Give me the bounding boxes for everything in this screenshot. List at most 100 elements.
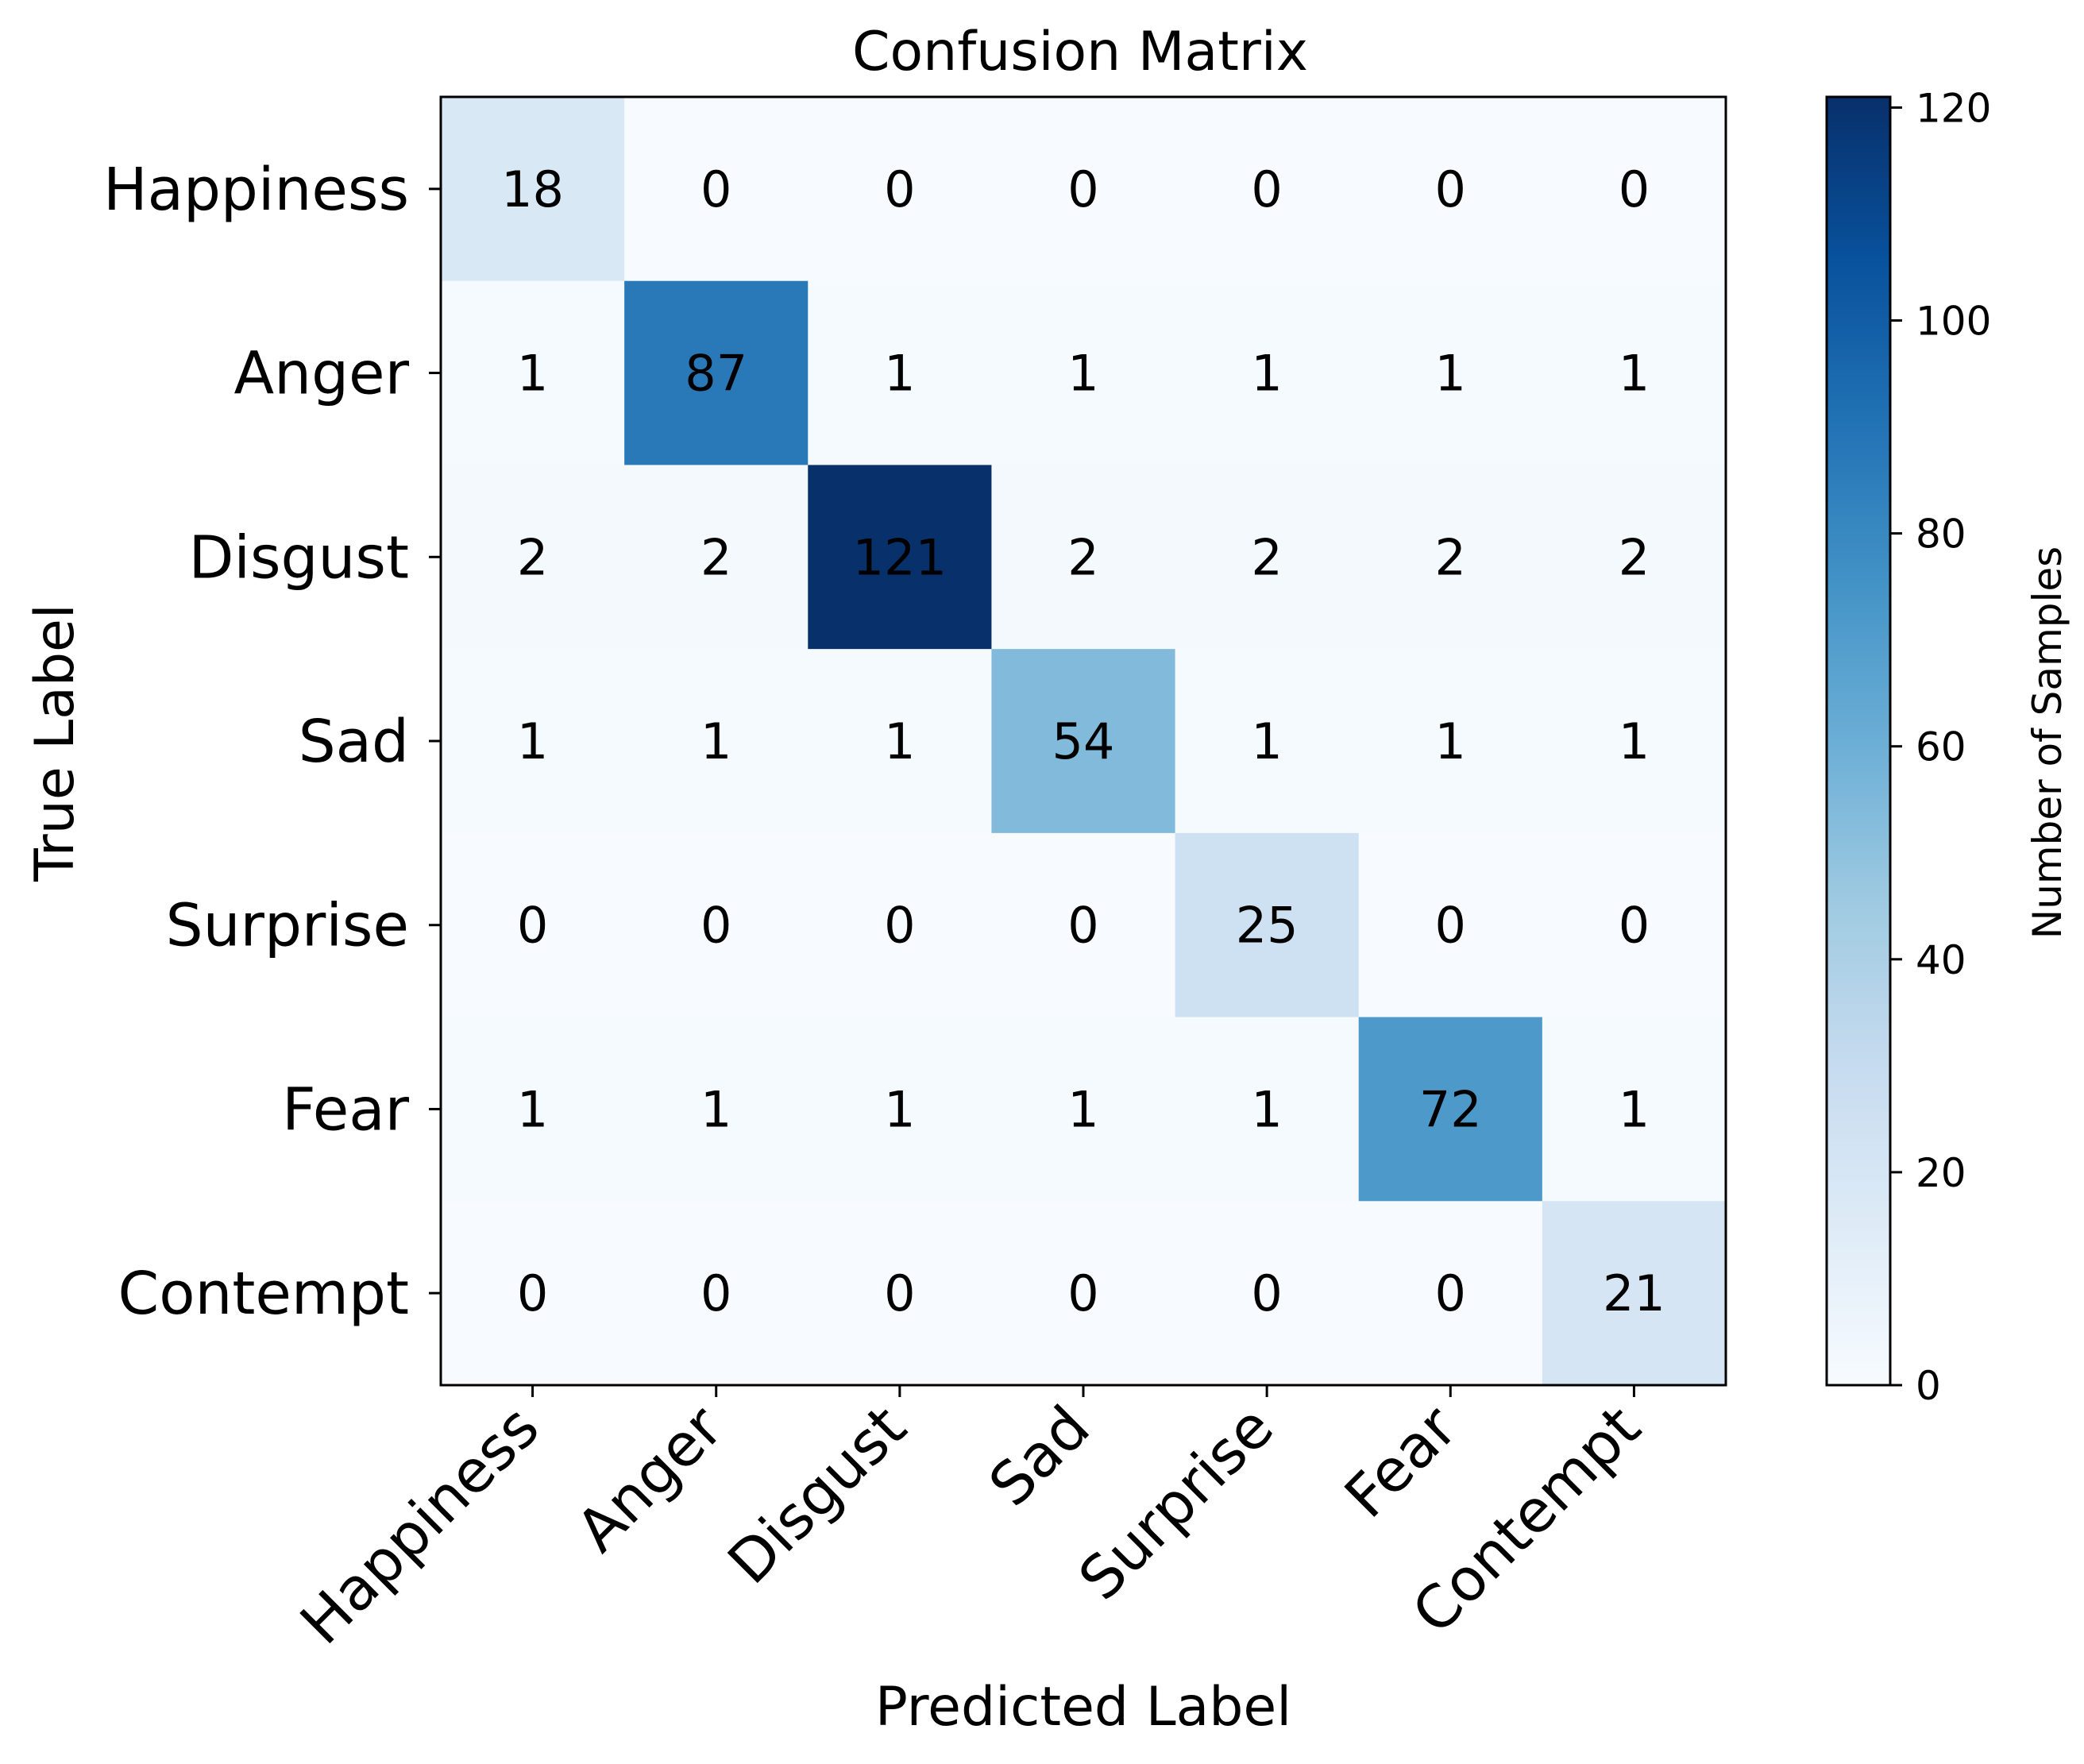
colorbar-tick-label: 0 bbox=[1916, 1363, 1941, 1409]
heatmap-cell bbox=[1175, 465, 1360, 650]
heatmap-cell bbox=[441, 649, 625, 834]
cell-value-label: 54 bbox=[1052, 712, 1115, 770]
x-tick-label: Happiness bbox=[288, 1393, 552, 1658]
heatmap-cell bbox=[624, 1201, 809, 1386]
cell-value-label: 0 bbox=[517, 897, 548, 955]
cell-value-label: 0 bbox=[1435, 897, 1466, 955]
cell-value-label: 0 bbox=[700, 160, 731, 218]
heatmap-cell bbox=[441, 465, 625, 650]
cell-value-label: 0 bbox=[884, 160, 915, 218]
x-tick-label: Surprise bbox=[1066, 1393, 1286, 1613]
y-tick-label: Anger bbox=[234, 340, 410, 408]
cell-value-label: 0 bbox=[884, 1264, 915, 1322]
y-tick-label: Contempt bbox=[118, 1260, 409, 1328]
heatmap-cell bbox=[991, 832, 1176, 1018]
cell-value-label: 87 bbox=[685, 345, 747, 403]
cell-value-label: 18 bbox=[501, 160, 564, 218]
heatmap-cell bbox=[808, 832, 993, 1018]
heatmap-cell bbox=[624, 832, 809, 1018]
heatmap-cell bbox=[808, 465, 993, 650]
colorbar-tick-label: 40 bbox=[1916, 937, 1966, 983]
heatmap-cell bbox=[991, 465, 1176, 650]
cell-value-label: 2 bbox=[517, 528, 548, 586]
heatmap-cell bbox=[1358, 649, 1543, 834]
cell-value-label: 0 bbox=[1435, 1264, 1466, 1322]
cell-value-label: 1 bbox=[884, 1080, 915, 1138]
cell-value-label: 1 bbox=[700, 712, 731, 770]
chart-title: Confusion Matrix bbox=[852, 21, 1308, 83]
heatmap-cell bbox=[1175, 649, 1360, 834]
heatmap-cell bbox=[624, 280, 809, 466]
heatmap-cell bbox=[624, 97, 809, 282]
x-tick-label: Sad bbox=[976, 1393, 1102, 1519]
cell-value-label: 1 bbox=[517, 712, 548, 770]
cell-value-label: 0 bbox=[884, 897, 915, 955]
heatmap-cell bbox=[624, 1017, 809, 1202]
heatmap-cell bbox=[1542, 649, 1727, 834]
cell-value-label: 1 bbox=[1619, 712, 1650, 770]
cell-value-label: 25 bbox=[1236, 897, 1299, 955]
cell-value-label: 1 bbox=[884, 712, 915, 770]
cell-value-label: 1 bbox=[700, 1080, 731, 1138]
colorbar-tick-label: 60 bbox=[1916, 724, 1966, 770]
colorbar-tick-label: 120 bbox=[1916, 85, 1991, 131]
cell-value-label: 0 bbox=[1251, 160, 1282, 218]
heatmap-cell bbox=[1175, 280, 1360, 466]
y-tick-label: Happiness bbox=[103, 156, 409, 224]
cell-value-label: 1 bbox=[1619, 345, 1650, 403]
heatmap-cell bbox=[1542, 465, 1727, 650]
cell-value-label: 1 bbox=[517, 1080, 548, 1138]
heatmap-cell bbox=[1175, 1201, 1360, 1386]
y-axis-label: True Label bbox=[24, 604, 87, 882]
y-tick-label: Fear bbox=[282, 1075, 409, 1144]
cell-value-label: 1 bbox=[1619, 1080, 1650, 1138]
y-axis-ticks: Happiness Anger Disgust Sad Surprise Fear Cont… bbox=[103, 156, 441, 1328]
colorbar bbox=[1825, 95, 1892, 1387]
cell-value-label: 0 bbox=[1251, 1264, 1282, 1322]
cell-value-label: 0 bbox=[517, 1264, 548, 1322]
cell-value-label: 0 bbox=[1067, 160, 1098, 218]
heatmap-cell bbox=[808, 280, 993, 466]
heatmap-cell bbox=[624, 465, 809, 650]
cell-value-label: 0 bbox=[1619, 897, 1650, 955]
cell-value-label: 2 bbox=[1251, 528, 1282, 586]
heatmap-cell bbox=[1175, 1017, 1360, 1202]
x-tick-label: Fear bbox=[1332, 1393, 1470, 1531]
heatmap-cell bbox=[991, 1017, 1176, 1202]
y-tick-label: Sad bbox=[299, 708, 409, 776]
heatmap-cell bbox=[441, 280, 625, 466]
heatmap-cells: 18 0 0 0 0 0 01 87 1 1 1 1 12 2 121 2 2 2 21 1 1 54 1 1 10 0 0 0 25 0… bbox=[441, 97, 1727, 1386]
cell-value-label: 0 bbox=[1067, 897, 1098, 955]
heatmap-cell bbox=[1542, 97, 1727, 282]
cell-value-label: 21 bbox=[1603, 1264, 1665, 1322]
heatmap-cell bbox=[1358, 280, 1543, 466]
heatmap-cell bbox=[441, 1017, 625, 1202]
y-tick-label: Disgust bbox=[188, 523, 409, 592]
colorbar-tick-label: 20 bbox=[1916, 1150, 1966, 1196]
cell-value-label: 1 bbox=[1435, 712, 1466, 770]
heatmap-cell bbox=[808, 1201, 993, 1386]
heatmap-cell bbox=[808, 97, 993, 282]
heatmap-cell bbox=[1358, 1201, 1543, 1386]
cell-value-label: 1 bbox=[517, 345, 548, 403]
heatmap-cell bbox=[1358, 465, 1543, 650]
cell-value-label: 121 bbox=[853, 528, 947, 586]
heatmap-cell bbox=[1542, 832, 1727, 1018]
heatmap-cell bbox=[1358, 1017, 1543, 1202]
cell-value-label: 2 bbox=[700, 528, 731, 586]
cell-value-label: 1 bbox=[1435, 345, 1466, 403]
heatmap-cell bbox=[1542, 280, 1727, 466]
x-tick-label: Disgust bbox=[716, 1393, 920, 1597]
cell-value-label: 0 bbox=[1619, 160, 1650, 218]
x-axis-label: Predicted Label bbox=[875, 1676, 1291, 1739]
heatmap-cell bbox=[1175, 832, 1360, 1018]
cell-value-label: 1 bbox=[1251, 345, 1282, 403]
colorbar-ticks: 0 20 40 60 80 100 120 bbox=[1890, 85, 1991, 1409]
heatmap-cell bbox=[1175, 97, 1360, 282]
y-tick-label: Surprise bbox=[166, 892, 409, 960]
heatmap-cell bbox=[1542, 1201, 1727, 1386]
heatmap-cell bbox=[441, 97, 625, 282]
heatmap-cell bbox=[808, 1017, 993, 1202]
heatmap-cell bbox=[624, 649, 809, 834]
